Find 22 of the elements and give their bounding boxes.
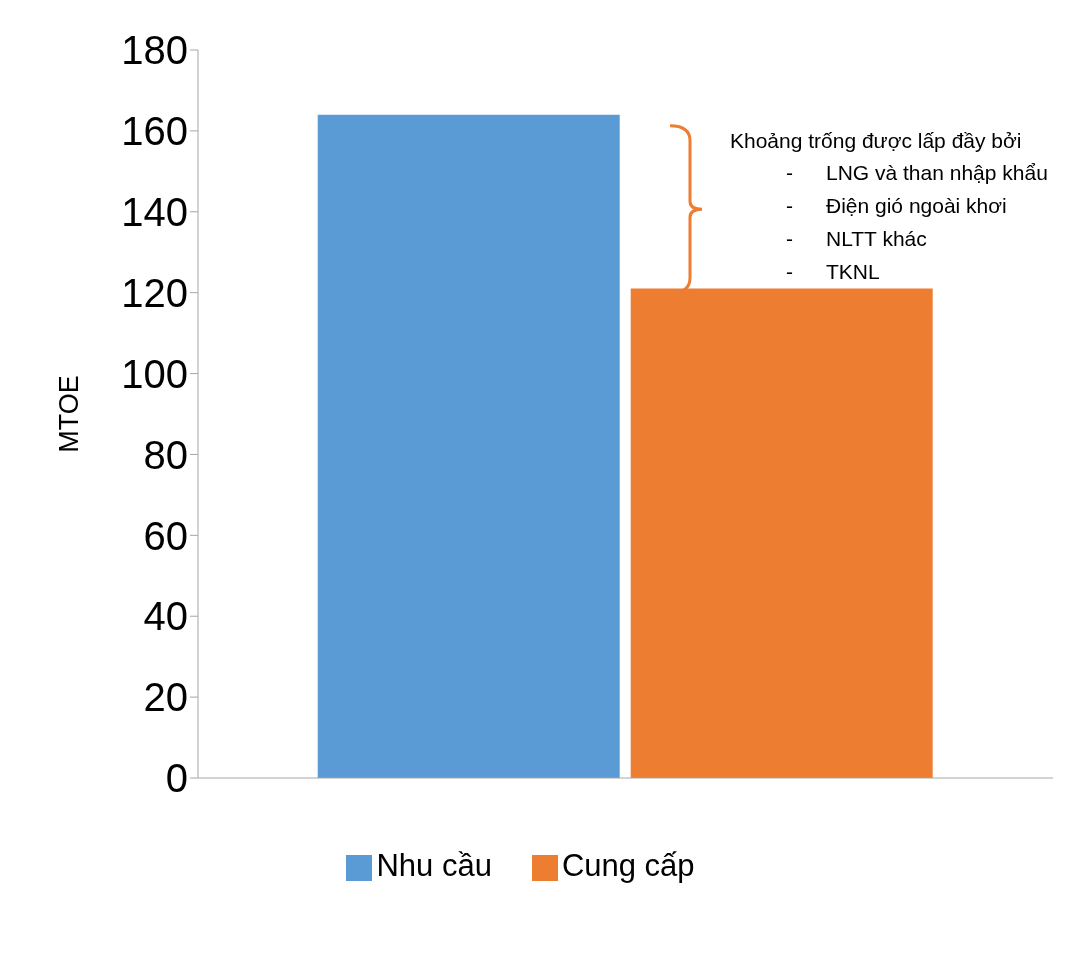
- y-tick-label: 0: [165, 756, 188, 801]
- annotation: -: [786, 193, 793, 217]
- annotation: -: [786, 259, 793, 283]
- legend-label: Nhu cầu: [376, 848, 492, 883]
- y-tick-label: 140: [121, 189, 188, 234]
- y-tick-label: 40: [143, 594, 188, 639]
- annotation: Khoảng trống được lấp đầy bởi: [730, 128, 1022, 152]
- annotation: TKNL: [826, 259, 880, 283]
- annotation: -: [786, 160, 793, 184]
- y-tick-label: 120: [121, 270, 188, 315]
- y-tick-label: 20: [143, 675, 188, 720]
- annotation: NLTT khác: [826, 226, 927, 250]
- annotation: LNG và than nhập khẩu: [826, 160, 1048, 184]
- y-tick-label: 100: [121, 351, 188, 396]
- y-tick-label: 80: [143, 432, 188, 477]
- annotation: -: [786, 226, 793, 250]
- annotation: Điện gió ngoài khơi: [826, 193, 1007, 217]
- y-tick-label: 160: [121, 109, 188, 154]
- y-axis-title: MTOE: [53, 375, 84, 453]
- legend-label: Cung cấp: [561, 848, 695, 883]
- y-tick-label: 180: [121, 28, 188, 73]
- y-tick-label: 60: [143, 513, 188, 558]
